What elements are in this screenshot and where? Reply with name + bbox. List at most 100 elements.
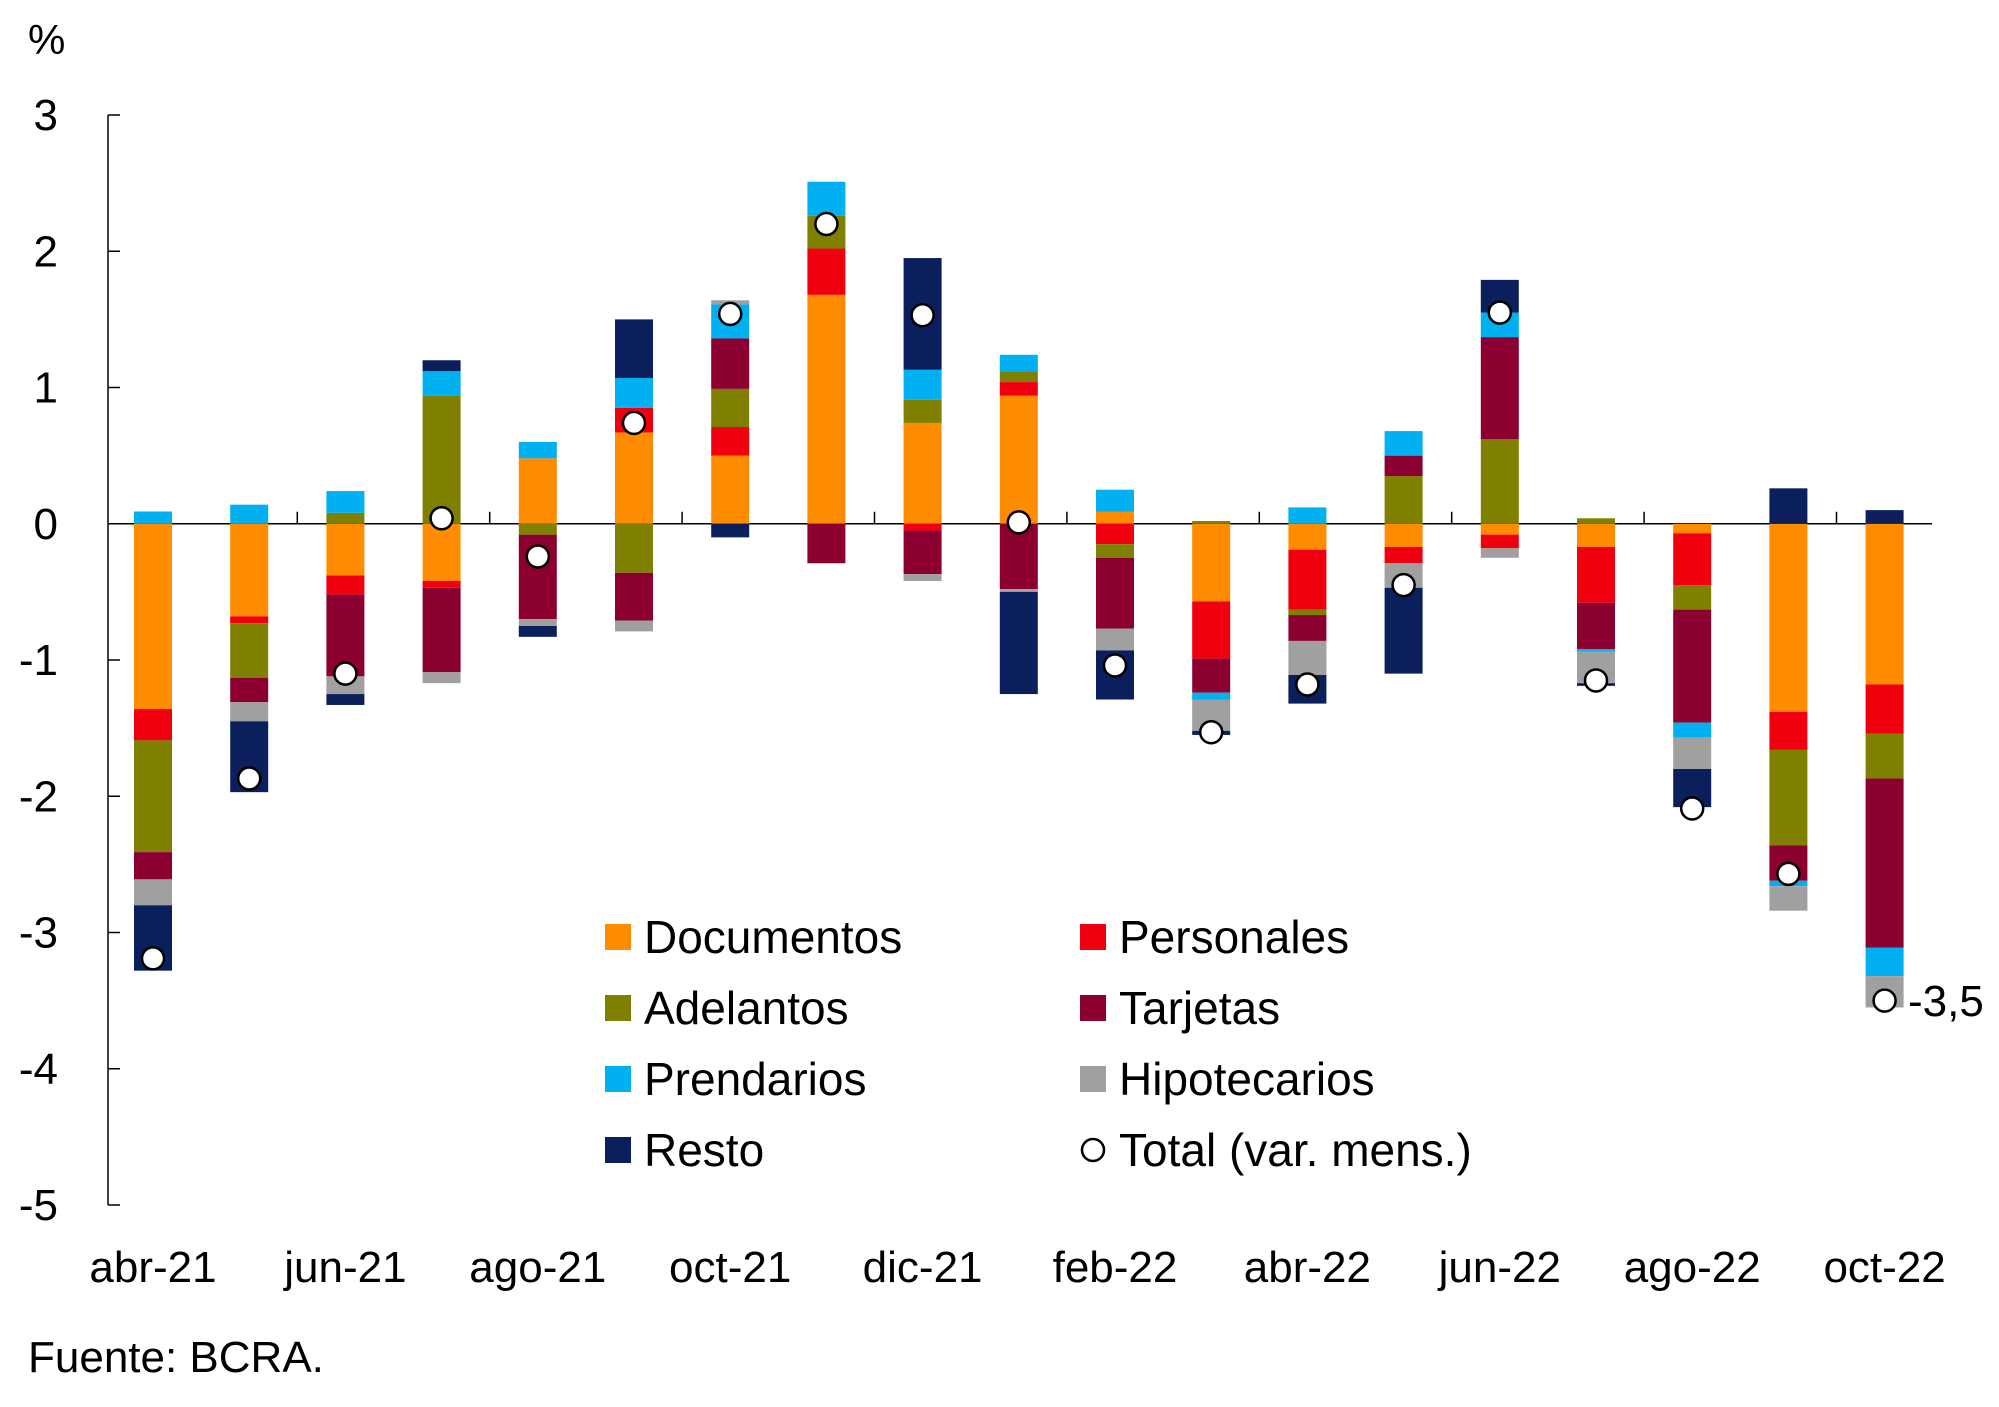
- bar-segment-documentos: [999, 395, 1038, 524]
- bar-segment-tarjetas: [1096, 557, 1134, 629]
- bar-segment-personales: [230, 616, 269, 624]
- bar-segment-documentos: [1096, 511, 1134, 524]
- bar-segment-hipotecarios: [1673, 737, 1712, 769]
- bar-segment-tarjetas: [807, 523, 846, 564]
- bar-segment-documentos: [134, 523, 172, 710]
- bar-segment-prendarios: [1673, 722, 1712, 738]
- axes: 3 2 1 0 -1 -2 -3 -4 -5 abr-21 jun-21 ago-21 oct-21 di…: [19, 91, 1946, 1292]
- bar-segment-hipotecarios: [134, 879, 172, 906]
- legend-swatch-resto: [605, 1137, 631, 1163]
- bar-segment-documentos: [518, 458, 557, 524]
- total-marker: [910, 303, 935, 328]
- bar-segment-documentos: [1288, 523, 1327, 550]
- y-tick-label: -3: [19, 909, 58, 958]
- y-tick-label: -1: [19, 636, 58, 685]
- legend-swatch-adelantos: [605, 995, 631, 1021]
- legend-swatch-prendarios: [605, 1066, 631, 1092]
- total-markers: [140, 211, 1897, 1013]
- bar-segment-prendarios: [1865, 947, 1904, 977]
- legend-label: Documentos: [644, 911, 902, 963]
- bar-segment-documentos: [422, 523, 461, 581]
- bar-segment-hipotecarios: [615, 620, 653, 632]
- total-marker: [1872, 988, 1897, 1013]
- bar-segment-hipotecarios: [518, 619, 557, 626]
- bar-segment-documentos: [1192, 523, 1231, 602]
- bar-segment-personales: [134, 709, 172, 741]
- bar-segment-documentos: [230, 523, 269, 617]
- bar-segment-tarjetas: [1577, 602, 1615, 650]
- bar-segment-documentos: [1577, 523, 1615, 547]
- bar-segment-hipotecarios: [422, 672, 461, 684]
- x-tick-label: oct-22: [1823, 1243, 1945, 1292]
- source-note: Fuente: BCRA.: [28, 1333, 324, 1382]
- bar-segment-prendarios: [1096, 489, 1134, 512]
- total-marker: [236, 766, 262, 791]
- total-marker: [1295, 672, 1320, 697]
- x-tick-label: jun-22: [1437, 1243, 1561, 1292]
- legend-swatch-documentos: [605, 924, 631, 950]
- bar-segment-adelantos: [1096, 544, 1134, 558]
- bar-segment-resto: [1769, 488, 1808, 524]
- bar-segment-adelantos: [999, 371, 1038, 383]
- bar-segment-resto: [422, 360, 461, 372]
- legend-label: Resto: [644, 1124, 764, 1176]
- bar-segment-adelantos: [422, 395, 461, 524]
- bar-segment-resto: [1384, 587, 1423, 674]
- bar-segment-tarjetas: [134, 852, 172, 880]
- legend-swatch-hipotecarios: [1080, 1066, 1106, 1092]
- legend-total-marker: [1080, 1137, 1106, 1163]
- y-tick-label: -4: [19, 1045, 58, 1094]
- legend-label: Hipotecarios: [1119, 1053, 1375, 1105]
- bar-segment-adelantos: [1384, 476, 1423, 524]
- bar-segment-documentos: [1865, 523, 1904, 685]
- bar-segment-personales: [1673, 533, 1712, 586]
- bar-segment-prendarios: [326, 491, 365, 513]
- bar-segment-prendarios: [1288, 507, 1327, 524]
- bar-segment-adelantos: [518, 523, 557, 535]
- bar-segment-personales: [1288, 549, 1327, 610]
- bar-segment-prendarios: [999, 354, 1038, 372]
- bar-segment-prendarios: [1192, 692, 1231, 700]
- bar-segment-hipotecarios: [1480, 548, 1519, 558]
- bar-segment-prendarios: [422, 371, 461, 396]
- y-tick-label: 2: [34, 227, 58, 276]
- total-marker: [717, 301, 743, 327]
- legend-swatch-personales: [1080, 924, 1106, 950]
- bar-segment-prendarios: [903, 369, 942, 400]
- bar-segment-documentos: [1384, 523, 1423, 547]
- bar-segment-adelantos: [230, 623, 269, 678]
- bar-segment-personales: [999, 382, 1038, 396]
- total-marker: [333, 661, 358, 686]
- bar-segment-resto: [1865, 510, 1904, 524]
- total-marker: [140, 946, 166, 971]
- bar-segment-prendarios: [1384, 431, 1423, 456]
- total-marker: [429, 506, 454, 531]
- legend-label: Personales: [1119, 911, 1349, 963]
- bar-segment-tarjetas: [422, 587, 461, 673]
- legend-label: Adelantos: [644, 982, 849, 1034]
- x-tick-label: ago-21: [469, 1243, 606, 1292]
- total-marker: [1679, 796, 1705, 821]
- total-marker: [1006, 510, 1032, 535]
- bar-segment-documentos: [1480, 523, 1519, 535]
- bar-segment-adelantos: [1288, 609, 1327, 616]
- last-total-annotation: -3,5: [1908, 977, 1984, 1026]
- legend-label: Total (var. mens.): [1119, 1124, 1472, 1176]
- bar-segment-documentos: [807, 294, 846, 524]
- bar-segment-personales: [807, 248, 846, 295]
- bar-segment-tarjetas: [230, 677, 269, 703]
- bar-segment-tarjetas: [1480, 337, 1519, 440]
- legend-label: Tarjetas: [1119, 982, 1280, 1034]
- x-tick-label: dic-21: [863, 1243, 983, 1292]
- bar-segment-personales: [1769, 711, 1808, 750]
- bar-segment-adelantos: [326, 512, 365, 524]
- bar-segment-adelantos: [1192, 521, 1231, 524]
- total-marker: [1198, 719, 1224, 745]
- x-tick-label: oct-21: [669, 1243, 791, 1292]
- bar-segment-tarjetas: [1288, 615, 1327, 641]
- bar-segment-tarjetas: [1865, 778, 1904, 948]
- bar-segment-prendarios: [807, 181, 846, 216]
- y-tick-label: -2: [19, 772, 58, 821]
- bar-segment-adelantos: [1673, 585, 1712, 610]
